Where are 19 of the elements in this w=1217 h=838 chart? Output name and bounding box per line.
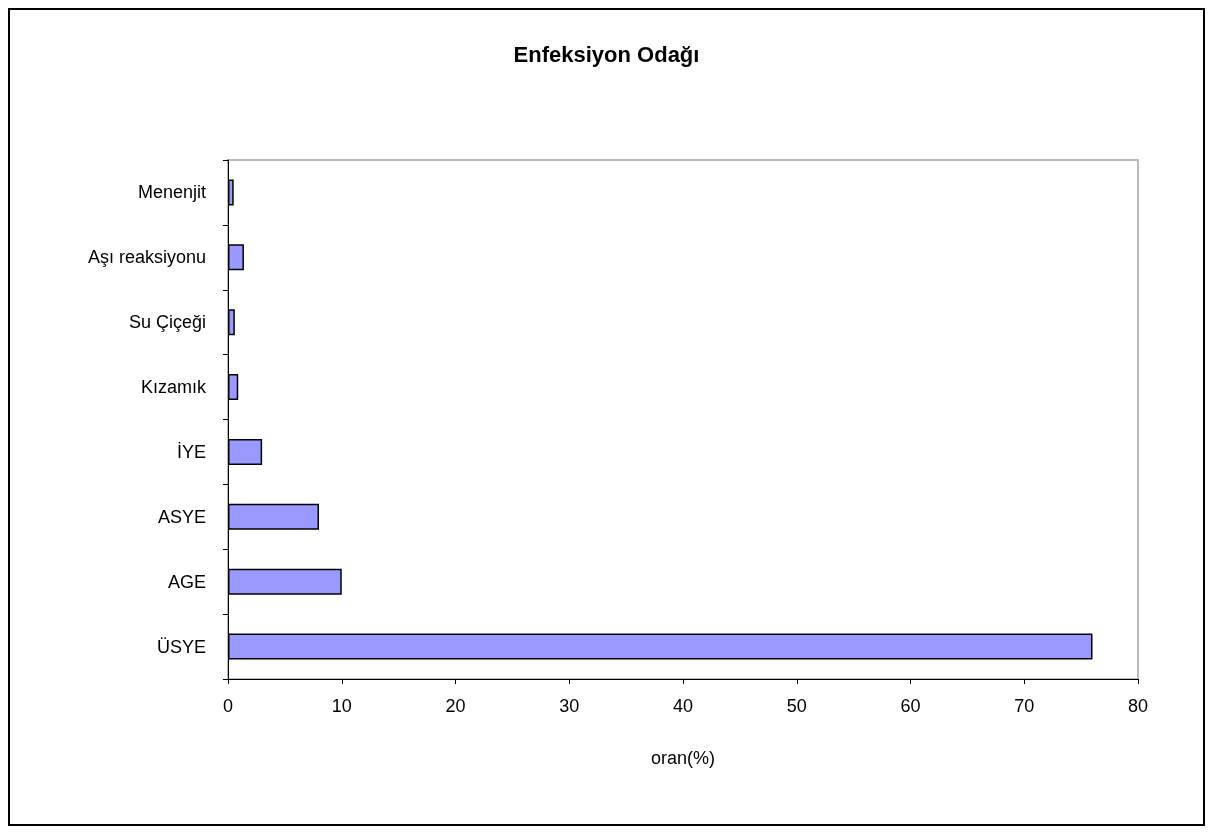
chart-title: Enfeksiyon Odağı [513, 41, 700, 67]
x-tick-label: 60 [900, 696, 921, 716]
y-tick-label: Menenjit [137, 182, 206, 203]
x-tick-label: 20 [445, 696, 466, 716]
y-tick-label: Su Çiçeği [128, 312, 206, 333]
y-tick-label: ASYE [157, 506, 206, 527]
x-tick-label: 80 [1127, 696, 1149, 716]
x-tick-label: 0 [222, 696, 234, 716]
x-axis-title: oran(%) [650, 748, 716, 768]
x-tick-label: 70 [1014, 696, 1035, 716]
y-tick-label: ÜSYE [156, 636, 206, 657]
y-tick-label: AGE [167, 571, 206, 592]
x-tick-label: 50 [786, 696, 807, 716]
y-tick-label: İYE [176, 441, 206, 462]
x-tick-label: 40 [672, 696, 694, 716]
y-tick-label: Aşı reaksiyonu [87, 247, 206, 268]
x-tick-label: 30 [559, 696, 580, 716]
x-tick-label: 10 [331, 696, 352, 716]
y-tick-label: Kızamık [140, 377, 207, 398]
